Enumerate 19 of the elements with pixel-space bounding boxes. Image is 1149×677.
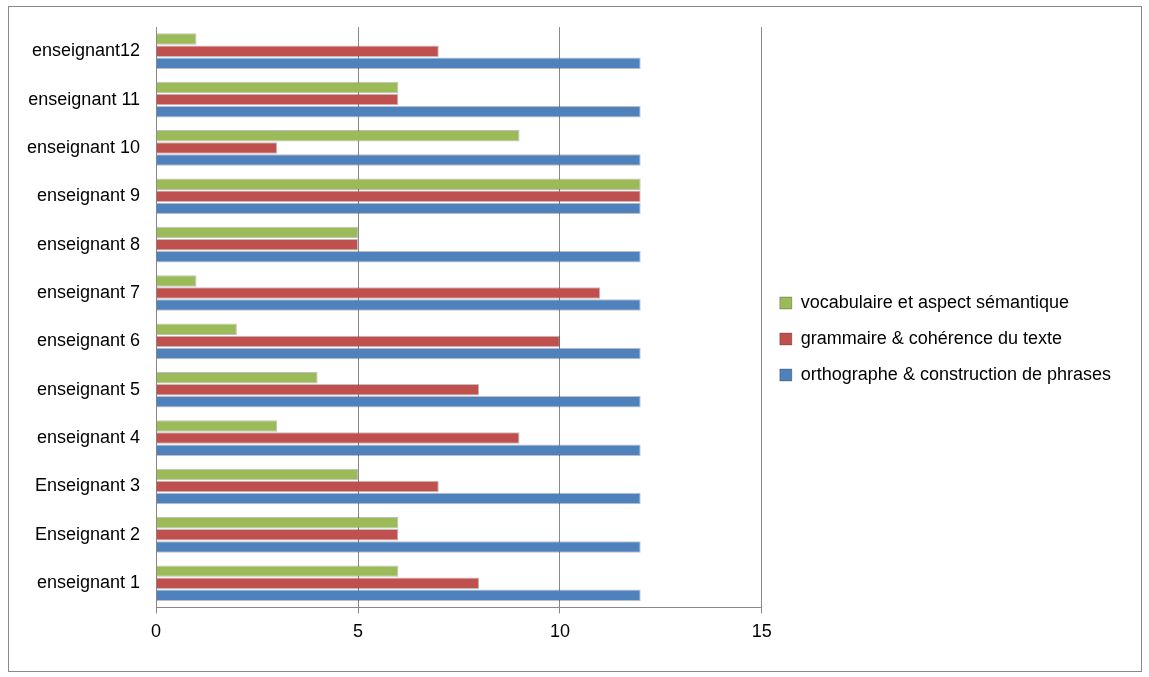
y-tick-label: Enseignant 2 [35, 523, 141, 544]
x-tick-label: 0 [151, 621, 162, 642]
y-tick-label: enseignant 10 [26, 136, 141, 157]
y-tick-label: enseignant 11 [28, 88, 141, 109]
y-tick-label: enseignant 7 [37, 281, 141, 302]
y-tick-label: enseignant 4 [37, 427, 141, 448]
x-tick-label: 10 [549, 621, 570, 642]
x-tick-label: 15 [751, 621, 772, 642]
y-tick-label: enseignant12 [31, 40, 141, 61]
y-tick-label: enseignant 6 [37, 330, 141, 351]
y-tick-label: enseignant 5 [37, 378, 141, 399]
legend-label: vocabulaire et aspect sémantique [800, 291, 1069, 312]
legend-label: grammaire & cohérence du texte [800, 327, 1062, 348]
legend-label: orthographe & construction de phrases [800, 363, 1112, 384]
y-tick-label: enseignant 8 [37, 233, 141, 254]
y-tick-label: enseignant 1 [37, 572, 141, 593]
y-tick-label: enseignant 9 [37, 185, 141, 206]
y-tick-label: Enseignant 3 [35, 475, 141, 496]
x-tick-label: 5 [352, 621, 364, 642]
